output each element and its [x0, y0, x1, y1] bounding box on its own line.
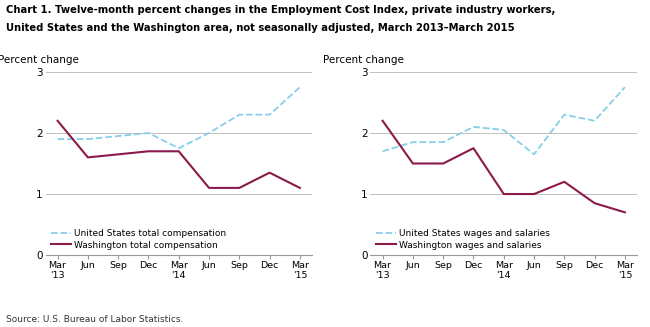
- United States wages and salaries: [591, 119, 599, 123]
- Text: Percent change: Percent change: [0, 55, 79, 65]
- Washington wages and salaries: [469, 146, 477, 150]
- Text: Chart 1. Twelve-month percent changes in the Employment Cost Index, private indu: Chart 1. Twelve-month percent changes in…: [6, 5, 556, 15]
- Washington wages and salaries: [560, 180, 568, 184]
- United States wages and salaries: [439, 140, 447, 144]
- United States total compensation: [205, 131, 213, 135]
- Text: Percent change: Percent change: [322, 55, 404, 65]
- United States total compensation: [296, 85, 304, 89]
- United States wages and salaries: [409, 140, 417, 144]
- Legend: United States total compensation, Washington total compensation: United States total compensation, Washin…: [50, 229, 228, 250]
- Line: Washington wages and salaries: Washington wages and salaries: [383, 121, 625, 212]
- United States total compensation: [266, 113, 274, 117]
- United States wages and salaries: [530, 152, 538, 156]
- United States wages and salaries: [560, 113, 568, 117]
- Washington wages and salaries: [530, 192, 538, 196]
- United States total compensation: [114, 134, 122, 138]
- Washington total compensation: [296, 186, 304, 190]
- United States wages and salaries: [379, 149, 387, 153]
- Washington wages and salaries: [379, 119, 387, 123]
- Line: United States total compensation: United States total compensation: [58, 87, 300, 148]
- Washington total compensation: [205, 186, 213, 190]
- Washington wages and salaries: [500, 192, 508, 196]
- Text: Source: U.S. Bureau of Labor Statistics.: Source: U.S. Bureau of Labor Statistics.: [6, 315, 184, 324]
- Washington total compensation: [175, 149, 183, 153]
- Text: United States and the Washington area, not seasonally adjusted, March 2013–March: United States and the Washington area, n…: [6, 23, 515, 33]
- United States wages and salaries: [500, 128, 508, 132]
- Washington wages and salaries: [621, 210, 629, 214]
- United States wages and salaries: [469, 125, 477, 129]
- Washington total compensation: [144, 149, 152, 153]
- Washington total compensation: [54, 119, 62, 123]
- Washington wages and salaries: [439, 162, 447, 165]
- United States total compensation: [175, 146, 183, 150]
- United States total compensation: [54, 137, 62, 141]
- United States total compensation: [235, 113, 243, 117]
- Washington total compensation: [84, 155, 92, 159]
- Washington total compensation: [235, 186, 243, 190]
- Legend: United States wages and salaries, Washington wages and salaries: United States wages and salaries, Washin…: [375, 229, 551, 250]
- Line: United States wages and salaries: United States wages and salaries: [383, 87, 625, 154]
- United States wages and salaries: [621, 85, 629, 89]
- Line: Washington total compensation: Washington total compensation: [58, 121, 300, 188]
- Washington total compensation: [266, 171, 274, 175]
- Washington wages and salaries: [591, 201, 599, 205]
- Washington total compensation: [114, 152, 122, 156]
- United States total compensation: [144, 131, 152, 135]
- Washington wages and salaries: [409, 162, 417, 165]
- United States total compensation: [84, 137, 92, 141]
